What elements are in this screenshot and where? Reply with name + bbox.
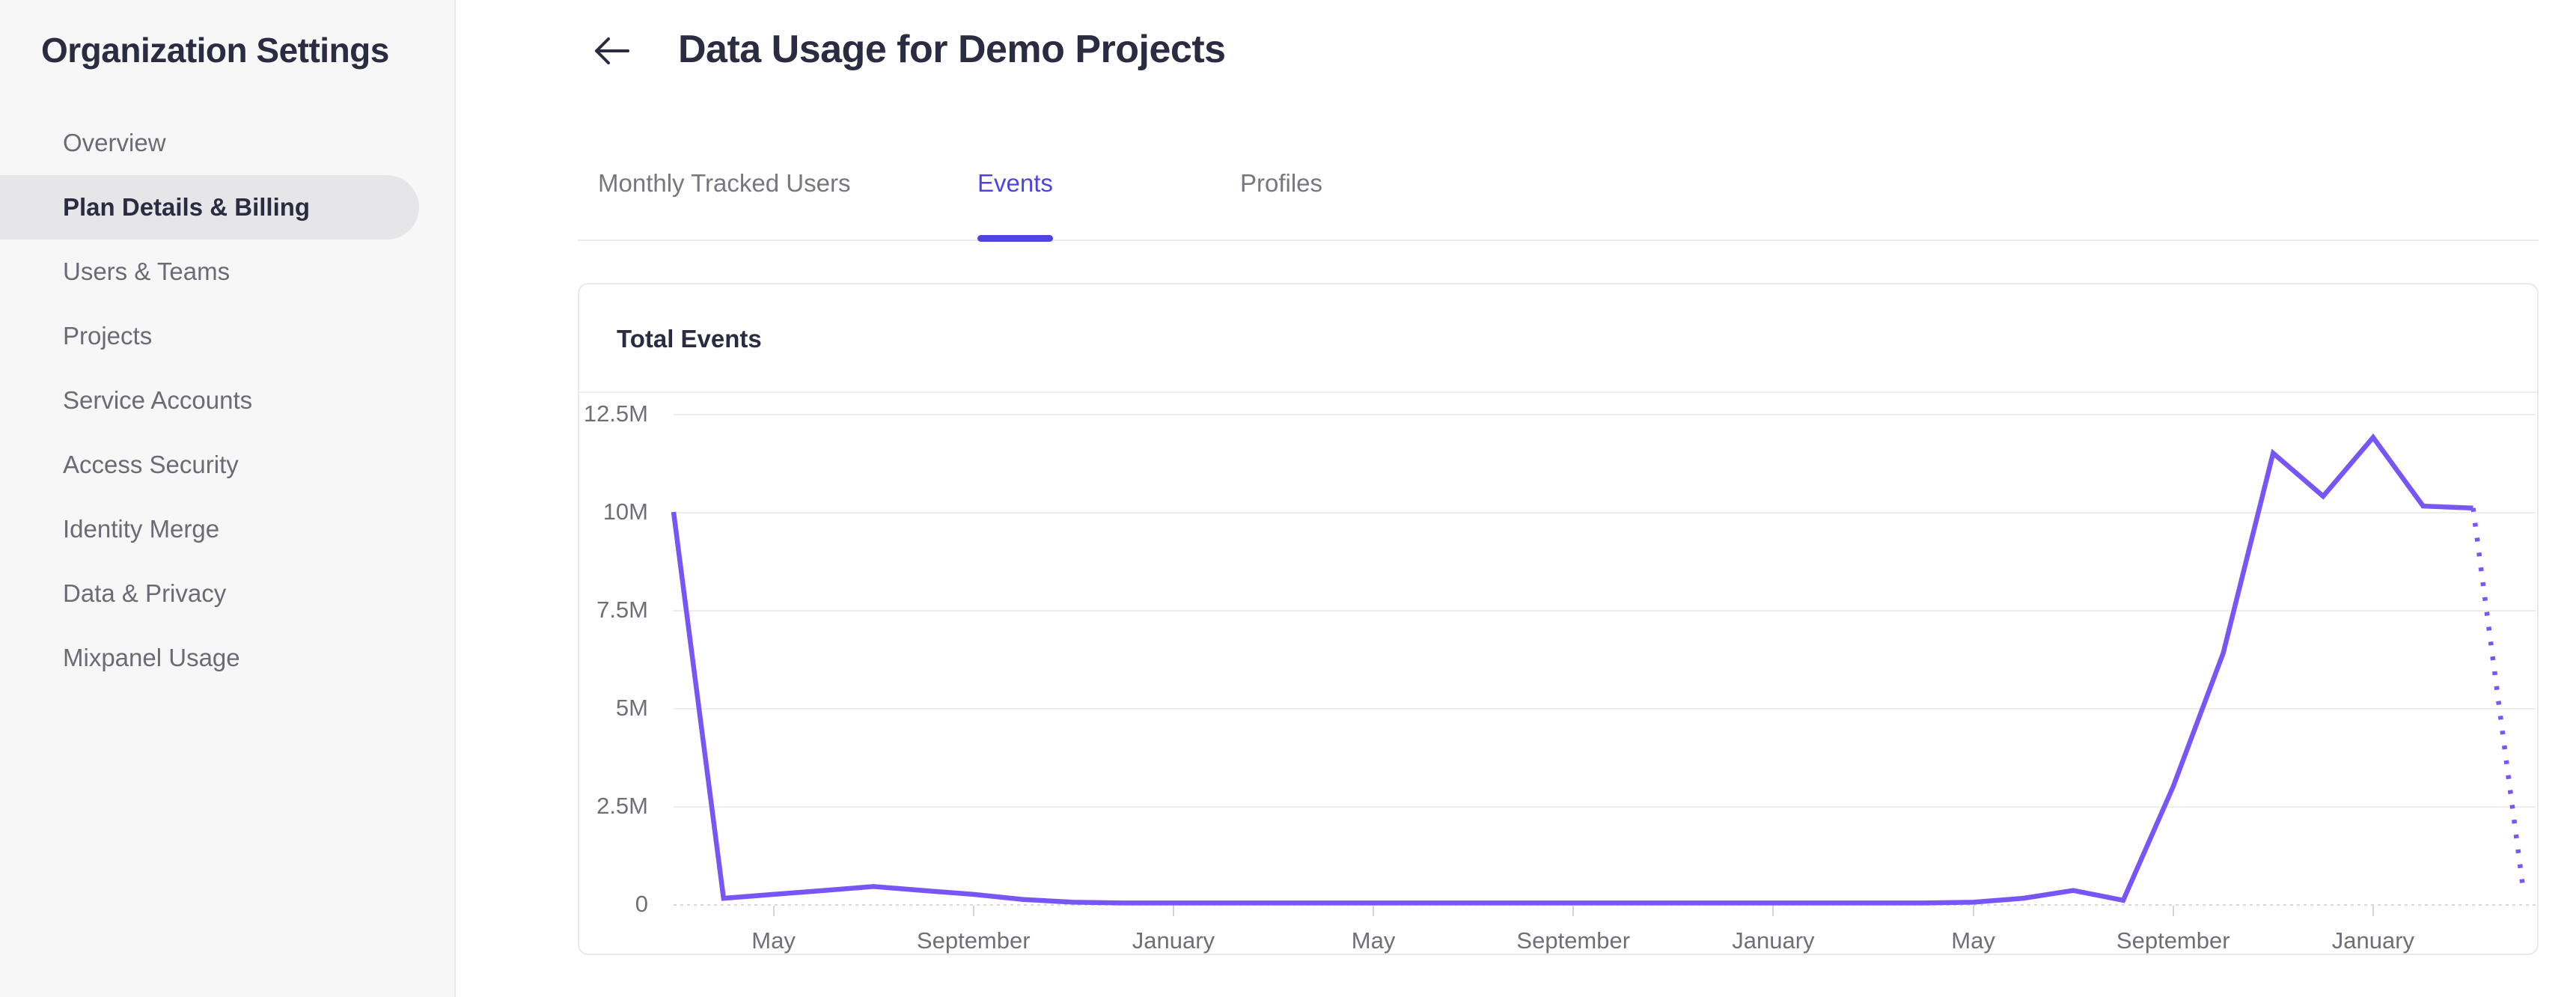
sidebar-nav: Overview Plan Details & Billing Users & Te… [0, 111, 454, 690]
sidebar-item-mixpanel-usage[interactable]: Mixpanel Usage [63, 644, 240, 671]
chart-title: Total Events [617, 325, 762, 353]
tab-events[interactable]: Events [977, 169, 1053, 197]
y-tick-label: 10M [602, 498, 648, 525]
y-tick-label: 0 [635, 891, 648, 917]
x-tick [2172, 906, 2174, 916]
sidebar-item-service-accounts[interactable]: Service Accounts [63, 386, 253, 414]
y-tick-label: 7.5M [596, 597, 648, 623]
tab-profiles[interactable]: Profiles [1240, 169, 1323, 197]
x-tick-label: January [1732, 927, 1815, 954]
x-tick [1972, 906, 1974, 916]
x-tick [772, 906, 775, 916]
sidebar-item-projects[interactable]: Projects [63, 322, 153, 350]
x-tick-label: May [1951, 927, 1995, 954]
x-tick-label: May [751, 927, 796, 954]
back-button[interactable] [591, 34, 630, 67]
x-tick-label: January [1132, 927, 1215, 954]
arrow-left-icon [591, 34, 630, 67]
gridline [674, 610, 2536, 612]
card-divider [579, 391, 2537, 393]
x-tick-label: May [1351, 927, 1396, 954]
sidebar-item-access-security[interactable]: Access Security [63, 451, 239, 478]
x-tick [1373, 906, 1375, 916]
total-events-chart: 12.5M 10M 7.5M 5M 2.5M 0 May September January Ma… [579, 284, 2537, 954]
gridline [674, 512, 2536, 513]
x-tick [1772, 906, 1774, 916]
y-tick-label: 2.5M [596, 793, 648, 819]
tab-monthly-tracked-users[interactable]: Monthly Tracked Users [598, 169, 851, 197]
sidebar: Organization Settings Overview Plan Detai… [0, 0, 456, 997]
sidebar-item-data-privacy[interactable]: Data & Privacy [63, 579, 227, 607]
x-tick [972, 906, 974, 916]
page-title: Data Usage for Demo Projects [678, 28, 1226, 71]
gridline [674, 708, 2536, 710]
x-tick-label: January [2331, 927, 2415, 954]
active-tab-underline [977, 235, 1053, 242]
x-tick-label: September [916, 927, 1031, 954]
x-tick [2372, 906, 2374, 916]
x-tick-label: September [2116, 927, 2230, 954]
gridline [674, 414, 2536, 415]
gridline [674, 806, 2536, 808]
tabs-divider [578, 240, 2539, 241]
x-tick [1572, 906, 1575, 916]
y-tick-label: 5M [615, 695, 648, 721]
x-tick-label: September [1516, 927, 1631, 954]
total-events-card: Total Events 12.5M 10M 7.5M 5M 2.5M 0 May Septe… [578, 283, 2539, 955]
sidebar-item-users-teams[interactable]: Users & Teams [63, 257, 231, 285]
chart-plot-area [671, 433, 2526, 906]
sidebar-item-identity-merge[interactable]: Identity Merge [63, 515, 220, 543]
sidebar-item-overview[interactable]: Overview [63, 129, 166, 156]
sidebar-title: Organization Settings [41, 31, 389, 70]
chart-line-projected-dotted [2470, 507, 2526, 889]
sidebar-item-plan-details-billing[interactable]: Plan Details & Billing [0, 175, 419, 240]
chart-line-solid [671, 433, 2473, 906]
y-tick-label: 12.5M [583, 400, 648, 427]
x-tick [1172, 906, 1174, 916]
